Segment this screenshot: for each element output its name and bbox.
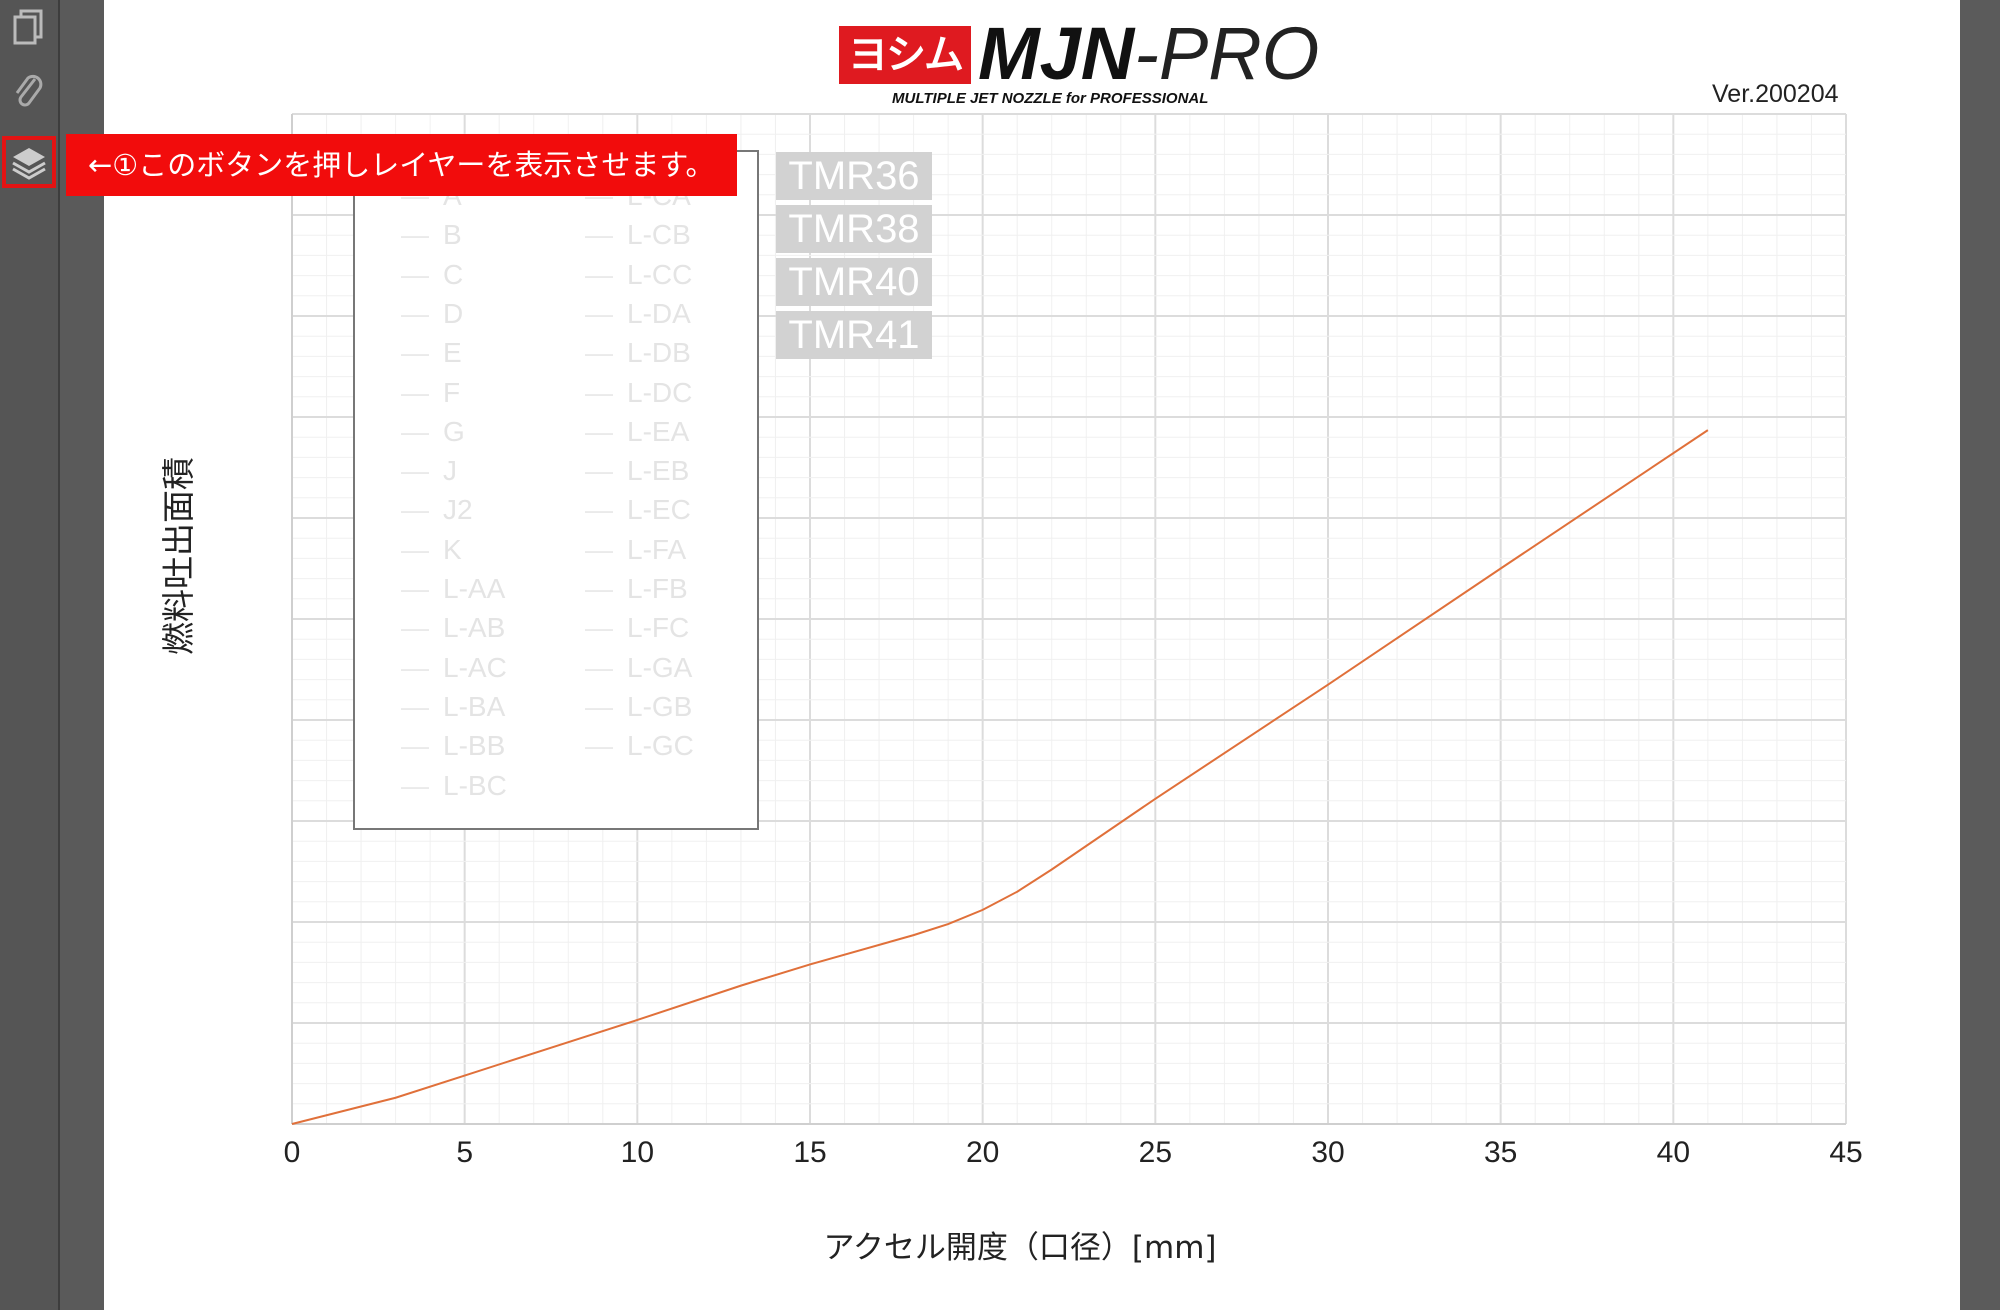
legend-entry[interactable]: L-FC bbox=[585, 612, 689, 644]
x-tick-label: 35 bbox=[1484, 1136, 1517, 1169]
legend-entry[interactable]: J2 bbox=[401, 494, 473, 526]
legend-entry[interactable]: L-FA bbox=[585, 534, 686, 566]
legend-entry[interactable]: B bbox=[401, 219, 462, 251]
x-tick-label: 10 bbox=[621, 1136, 654, 1169]
x-axis-label: アクセル開度（口径）[mm] bbox=[823, 1230, 1217, 1266]
instruction-callout: ←①このボタンを押しレイヤーを表示させます。 bbox=[66, 134, 737, 196]
version-label: Ver.200204 bbox=[1712, 80, 1839, 108]
tmr-button-4[interactable]: TMR41 bbox=[776, 311, 932, 359]
toolbar-sidebar bbox=[0, 0, 60, 1310]
tmr-button-1[interactable]: TMR36 bbox=[776, 152, 932, 200]
legend-entry[interactable]: L-CB bbox=[585, 219, 691, 251]
legend-entry[interactable]: L-EA bbox=[585, 416, 689, 448]
legend-entry[interactable]: L-GB bbox=[585, 691, 692, 723]
tmr-button-3[interactable]: TMR40 bbox=[776, 258, 932, 306]
title-bold: MJN bbox=[978, 12, 1135, 95]
legend-entry[interactable]: D bbox=[401, 298, 463, 330]
pages-icon[interactable] bbox=[6, 6, 50, 50]
legend-entry[interactable]: L-AA bbox=[401, 573, 505, 605]
legend-entry[interactable]: L-BA bbox=[401, 691, 505, 723]
legend-entry[interactable]: L-AC bbox=[401, 652, 507, 684]
product-title: MJN-PRO bbox=[978, 14, 1319, 94]
tmr-button-2[interactable]: TMR38 bbox=[776, 205, 932, 253]
legend-entry[interactable]: L-GC bbox=[585, 730, 694, 762]
legend-entry[interactable]: E bbox=[401, 337, 462, 369]
legend-entry[interactable]: L-BB bbox=[401, 730, 505, 762]
x-tick-label: 25 bbox=[1139, 1136, 1172, 1169]
layer-legend: ABCDEFGJJ2KL-AAL-ABL-ACL-BAL-BBL-BCL-CAL… bbox=[353, 150, 759, 830]
title-light: -PRO bbox=[1134, 12, 1320, 95]
x-tick-label: 0 bbox=[284, 1136, 301, 1169]
legend-entry[interactable]: L-AB bbox=[401, 612, 505, 644]
legend-entry[interactable]: F bbox=[401, 377, 460, 409]
legend-entry[interactable]: L-DA bbox=[585, 298, 691, 330]
attachment-icon[interactable] bbox=[6, 68, 50, 112]
legend-entry[interactable]: C bbox=[401, 259, 463, 291]
x-tick-label: 45 bbox=[1829, 1136, 1862, 1169]
x-tick-label: 20 bbox=[966, 1136, 999, 1169]
y-axis-label: 燃料吐出面積 bbox=[159, 457, 198, 655]
x-tick-label: 15 bbox=[793, 1136, 826, 1169]
legend-entry[interactable]: J bbox=[401, 455, 457, 487]
legend-entry[interactable]: L-DC bbox=[585, 377, 692, 409]
x-tick-label: 5 bbox=[456, 1136, 473, 1169]
legend-entry[interactable]: K bbox=[401, 534, 462, 566]
legend-entry[interactable]: L-DB bbox=[585, 337, 691, 369]
layers-icon bbox=[12, 148, 46, 180]
x-tick-label: 30 bbox=[1311, 1136, 1344, 1169]
legend-entry[interactable]: L-EC bbox=[585, 494, 691, 526]
legend-entry[interactable]: L-EB bbox=[585, 455, 689, 487]
product-subtitle: MULTIPLE JET NOZZLE for PROFESSIONAL bbox=[892, 90, 1209, 107]
series-line bbox=[291, 429, 1709, 1125]
scroll-strip bbox=[1960, 0, 2000, 1310]
x-tick-label: 40 bbox=[1657, 1136, 1690, 1169]
legend-entry[interactable]: L-BC bbox=[401, 770, 507, 802]
legend-entry[interactable]: L-GA bbox=[585, 652, 692, 684]
legend-entry[interactable]: L-FB bbox=[585, 573, 688, 605]
layers-button[interactable] bbox=[2, 136, 56, 188]
legend-entry[interactable]: L-CC bbox=[585, 259, 692, 291]
legend-entry[interactable]: G bbox=[401, 416, 465, 448]
